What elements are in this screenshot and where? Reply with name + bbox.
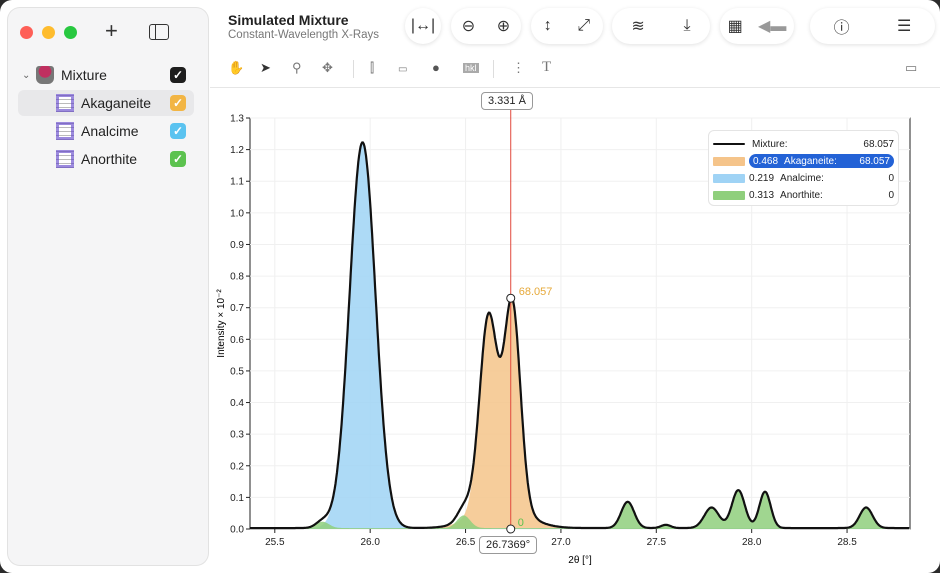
zoom-in-icon[interactable]: ⊕ [496,18,511,35]
minimize-button[interactable] [42,26,55,39]
ruler-icon[interactable]: ▭ [398,64,408,75]
sidebar-item-label: Anorthite [81,151,138,167]
zoom-button[interactable] [64,26,77,39]
cursor-zero-label: 0 [518,517,524,529]
sidebar-item-label: Akaganeite [81,95,152,111]
fit-height-icon[interactable]: ↕ [543,17,552,34]
fit-width-button[interactable]: |↔| [405,8,441,44]
sidebar: + ⌄ Mixture ✓ Akaganeite ✓ Analcime ✓ Anorthite… [8,8,208,565]
fit-all-icon[interactable]: ⤢ [577,17,591,34]
legend-swatch [713,174,745,183]
cursor-line-icon[interactable]: ⫿ [370,60,375,75]
series-area-anorthite [250,490,910,529]
zoom-out-icon[interactable]: ⊖ [461,18,476,35]
y-tick-label: 0.1 [230,493,244,504]
sliders-icon[interactable]: ☰ [896,18,912,35]
x-tick-label: 28.5 [837,537,857,548]
x-tick-label: 28.0 [742,537,762,548]
x-tick-label: 25.5 [265,537,285,548]
x-tick-label: 26.5 [456,537,476,548]
d-spacing-label: 3.331 Å [481,92,533,110]
mixture-bucket-icon [36,66,54,84]
visibility-checkbox[interactable]: ✓ [170,151,186,167]
hkl-icon[interactable]: hkl [463,63,479,73]
two-theta-label: 26.7369° [479,536,538,554]
y-tick-label: 0.2 [230,461,244,472]
text-icon[interactable]: T [542,59,552,75]
y-axis-label: Intensity × 10⁻² [216,289,227,358]
film-icon[interactable]: ▦ [727,18,743,35]
y-tick-label: 1.0 [230,208,244,219]
mixture-line [250,141,910,530]
crystal-lattice-icon [56,94,74,112]
plus-icon[interactable]: + [105,18,118,43]
sidebar-item-analcime[interactable]: Analcime ✓ [18,118,194,144]
legend-swatch [713,191,745,200]
fit-width-icon: |↔| [410,17,436,34]
close-button[interactable] [20,26,33,39]
x-axis-label: 2θ [°] [568,555,592,566]
lasso-icon[interactable]: ● [432,60,440,75]
sidebar-item-akaganeite[interactable]: Akaganeite ✓ [18,90,194,116]
y-tick-label: 0.0 [230,525,244,536]
legend-swatch [713,157,745,166]
hand-icon[interactable]: ✋ [228,60,245,75]
legend-entry[interactable]: 0.313 Anorthite: 0 [749,189,894,201]
info-icon[interactable]: ⓘ [833,20,850,37]
legend-entry[interactable]: Mixture: 68.057 [713,137,894,151]
baseline-icon[interactable]: ⤓ [683,17,691,34]
window-controls [20,26,77,39]
chart-legend: Mixture: 68.057 0.468 Akaganeite: 68.057 0.21… [708,130,899,206]
tag-icon[interactable]: ◀▬ [758,18,787,35]
sidebar-item-anorthite[interactable]: Anorthite ✓ [18,146,194,172]
y-tick-label: 0.9 [230,240,244,251]
cursor-point [506,293,516,303]
zoom-group: ⊖ ⊕ [451,8,521,44]
move-icon[interactable]: ✥ [322,60,333,75]
y-tick-label: 0.7 [230,303,244,314]
x-tick-label: 27.5 [647,537,667,548]
sidebar-item-label: Mixture [61,67,107,83]
list-icon[interactable]: ⋮ [512,60,525,75]
crystal-lattice-icon [56,150,74,168]
y-tick-label: 1.3 [230,114,244,125]
y-tick-label: 0.8 [230,272,244,283]
magnify-icon[interactable]: ⚲ [292,60,302,75]
document-subtitle: Constant-Wavelength X-Rays [228,29,380,41]
y-tick-label: 0.4 [230,398,244,409]
sidebar-item-label: Analcime [81,123,139,139]
cursor-value-label: 68.057 [519,286,553,298]
media-group: ▦ ◀▬ [720,8,794,44]
x-tick-label: 27.0 [551,537,571,548]
visibility-checkbox[interactable]: ✓ [170,95,186,111]
legend-entry[interactable]: 0.468 Akaganeite: 68.057 [749,154,894,168]
bottom-panel-icon[interactable]: ▭ [905,60,918,75]
peaks-group: ≋ ⤓ [612,8,710,44]
chevron-down-icon[interactable]: ⌄ [22,69,31,81]
peaks-icon[interactable]: ≋ [631,18,645,35]
y-tick-label: 0.6 [230,335,244,346]
info-group: ⓘ ☰ [810,8,935,44]
pointer-icon[interactable]: ➤ [260,60,271,75]
legend-swatch [713,143,745,145]
sidebar-icon[interactable] [149,24,169,40]
y-tick-label: 1.1 [230,177,244,188]
crystal-lattice-icon [56,122,74,140]
cursor-zero-point [506,524,516,534]
document-title: Simulated Mixture [228,12,349,28]
y-tick-label: 0.3 [230,430,244,441]
legend-entry[interactable]: 0.219 Analcime: 0 [749,172,894,184]
y-tick-label: 0.5 [230,366,244,377]
x-tick-label: 26.0 [360,537,380,548]
fit-group: ↕ ⤢ [531,8,603,44]
visibility-checkbox[interactable]: ✓ [170,67,186,83]
sidebar-item-mixture[interactable]: ⌄ Mixture ✓ [18,62,194,88]
visibility-checkbox[interactable]: ✓ [170,123,186,139]
y-tick-label: 1.2 [230,145,244,156]
